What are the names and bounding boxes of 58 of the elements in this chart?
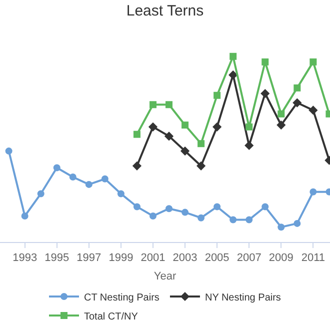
point	[5, 148, 12, 155]
point	[196, 161, 206, 170]
point	[246, 123, 253, 130]
point	[182, 208, 189, 216]
point	[214, 203, 221, 210]
point	[278, 224, 285, 231]
point	[198, 214, 205, 222]
point	[166, 205, 172, 212]
x-tick-label: 2011	[301, 252, 326, 264]
point	[21, 212, 28, 220]
point	[149, 101, 156, 108]
point	[132, 161, 142, 170]
legend-label: Total CT/NY	[84, 311, 138, 322]
point	[164, 132, 174, 141]
point	[101, 175, 108, 182]
x-tick-label: 1999	[108, 252, 134, 264]
point	[308, 106, 318, 115]
legend-label: CT Nesting Pairs	[84, 292, 160, 304]
point	[37, 190, 44, 198]
point	[294, 84, 301, 92]
point	[310, 58, 317, 66]
point	[198, 140, 205, 148]
point	[262, 203, 269, 210]
x-tick-label: 1995	[44, 252, 70, 264]
point	[246, 216, 253, 224]
point	[260, 88, 270, 98]
point	[276, 120, 286, 130]
point	[180, 146, 190, 156]
point	[214, 92, 221, 99]
point	[212, 122, 222, 132]
x-tick-label: 2003	[172, 252, 198, 264]
point	[133, 203, 140, 210]
point	[149, 212, 156, 220]
x-tick-label: 2001	[140, 252, 166, 264]
point	[310, 188, 317, 196]
point	[230, 52, 237, 60]
point	[133, 130, 140, 138]
x-tick-label: 1997	[76, 252, 102, 264]
x-tick-label: 2007	[236, 252, 262, 264]
point	[69, 174, 76, 181]
x-tick-label: 1993	[12, 252, 38, 264]
chart-title: Least Terns	[126, 2, 204, 20]
point	[294, 220, 301, 227]
x-tick-label: 2009	[268, 252, 294, 264]
point	[166, 101, 172, 108]
x-axis-title: Year	[154, 270, 176, 282]
point	[278, 110, 285, 118]
point	[262, 58, 269, 66]
point	[230, 216, 237, 224]
point	[244, 140, 254, 150]
point	[148, 122, 158, 132]
point	[85, 180, 92, 188]
point	[53, 164, 60, 172]
point	[182, 122, 189, 129]
legend-label: NY Nesting Pairs	[204, 292, 281, 304]
point	[117, 190, 124, 198]
x-tick-label: 2005	[204, 252, 230, 264]
point	[292, 98, 302, 108]
